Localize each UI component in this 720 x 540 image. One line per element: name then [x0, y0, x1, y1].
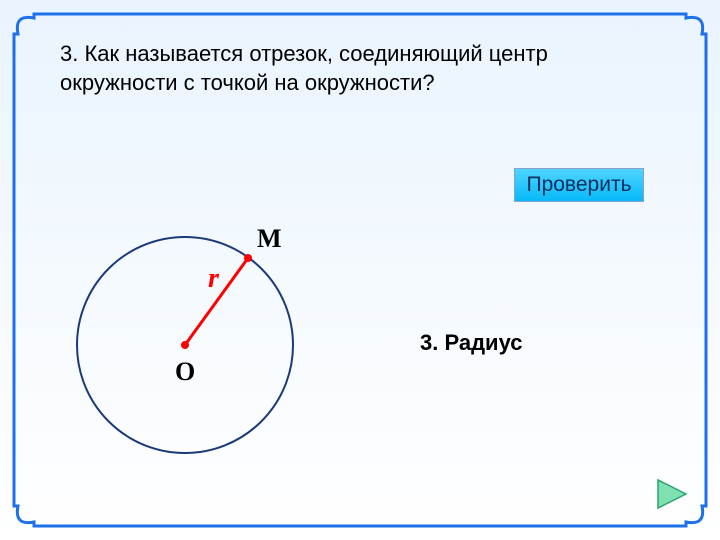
circle-diagram: r М О — [65, 215, 325, 475]
svg-text:М: М — [257, 224, 282, 253]
next-arrow-icon[interactable] — [656, 478, 690, 512]
answer-text: 3. Радиус — [420, 330, 523, 356]
question-text: 3. Как называется отрезок, соединяющий ц… — [60, 40, 620, 97]
check-button-label: Проверить — [526, 173, 631, 196]
svg-text:r: r — [208, 263, 220, 294]
svg-text:О: О — [175, 357, 195, 386]
check-button[interactable]: Проверить — [514, 168, 644, 202]
